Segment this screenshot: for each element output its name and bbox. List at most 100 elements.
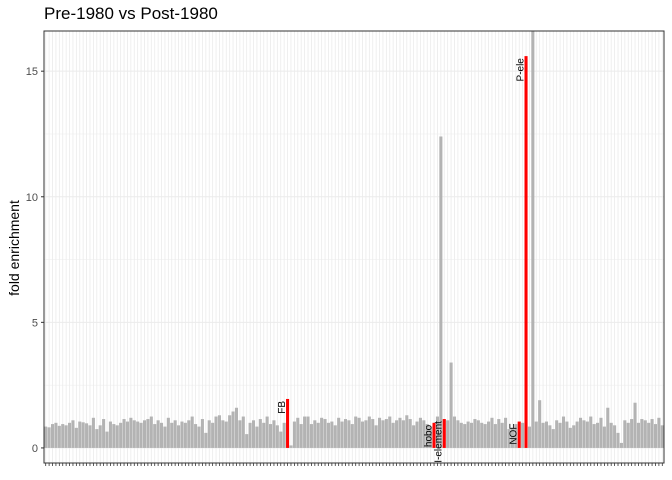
bar bbox=[384, 419, 388, 448]
bar bbox=[405, 415, 409, 448]
bar bbox=[88, 425, 92, 448]
bar bbox=[173, 420, 177, 448]
bar bbox=[401, 420, 405, 448]
bar bbox=[364, 420, 368, 448]
bar bbox=[132, 420, 136, 448]
bar bbox=[555, 420, 559, 448]
bar bbox=[238, 420, 242, 448]
bar bbox=[412, 425, 416, 448]
bar bbox=[228, 415, 232, 448]
bar bbox=[418, 417, 422, 448]
bar bbox=[231, 411, 235, 448]
bar bbox=[282, 422, 286, 448]
bar bbox=[449, 362, 453, 448]
bar bbox=[159, 422, 164, 448]
bar bbox=[589, 416, 593, 448]
bar bbox=[309, 424, 313, 448]
bar bbox=[582, 420, 586, 448]
bar bbox=[395, 420, 399, 448]
bar bbox=[388, 416, 392, 448]
bar bbox=[112, 424, 116, 448]
bar bbox=[57, 425, 61, 448]
y-tick-label: 10 bbox=[26, 192, 38, 204]
bar bbox=[592, 424, 596, 448]
bar bbox=[534, 421, 538, 448]
bar bbox=[61, 424, 65, 448]
bar bbox=[599, 417, 603, 448]
bar bbox=[558, 422, 562, 448]
bar bbox=[500, 422, 504, 448]
bar bbox=[296, 417, 300, 448]
bar bbox=[493, 424, 497, 448]
bar bbox=[142, 420, 147, 448]
bar bbox=[91, 417, 95, 448]
bar bbox=[47, 427, 51, 448]
bar bbox=[200, 419, 204, 448]
bar bbox=[415, 421, 419, 448]
bar bbox=[446, 420, 450, 448]
bar bbox=[521, 422, 525, 448]
bar bbox=[490, 417, 494, 448]
bar bbox=[68, 422, 72, 448]
bar bbox=[354, 416, 358, 448]
bar bbox=[357, 417, 361, 448]
bar bbox=[630, 419, 634, 448]
bar bbox=[452, 416, 457, 448]
bar bbox=[565, 421, 569, 448]
bar bbox=[531, 31, 535, 448]
bar bbox=[551, 429, 555, 448]
bars bbox=[44, 31, 664, 448]
bar bbox=[275, 425, 279, 448]
bar-labels: FB hobo I-element NOF P-ele bbox=[277, 58, 526, 463]
bar bbox=[98, 425, 102, 448]
bar bbox=[292, 421, 296, 448]
bar bbox=[255, 426, 259, 448]
bar bbox=[71, 420, 75, 448]
bar bbox=[316, 422, 320, 448]
bar bbox=[476, 420, 480, 448]
bar bbox=[119, 422, 123, 448]
bar bbox=[504, 417, 508, 448]
bar bbox=[585, 421, 589, 448]
bar bbox=[579, 417, 583, 448]
highlighted-bar bbox=[442, 419, 446, 448]
bar bbox=[108, 421, 112, 448]
bar bbox=[473, 419, 477, 448]
bar bbox=[538, 400, 542, 448]
bar bbox=[245, 434, 249, 448]
bar bbox=[483, 424, 487, 448]
bar bbox=[350, 424, 354, 448]
bar bbox=[81, 422, 85, 448]
bar bbox=[248, 422, 252, 448]
bar bbox=[136, 421, 140, 448]
bar bbox=[183, 422, 187, 448]
bar bbox=[568, 427, 572, 448]
bar bbox=[429, 426, 433, 448]
y-axis: 0 5 10 15 bbox=[26, 66, 44, 455]
bar bbox=[64, 425, 68, 448]
bar bbox=[177, 425, 181, 448]
bar bbox=[85, 423, 89, 448]
bar bbox=[251, 420, 256, 448]
bar bbox=[647, 422, 651, 448]
y-tick-label: 5 bbox=[32, 317, 38, 329]
bar-label: I-element bbox=[434, 421, 445, 463]
bar bbox=[374, 425, 378, 448]
bar-label: FB bbox=[277, 401, 288, 414]
bar bbox=[269, 424, 273, 448]
bar bbox=[211, 422, 215, 448]
bar bbox=[602, 426, 606, 448]
bar bbox=[180, 421, 184, 448]
bar bbox=[527, 426, 531, 448]
bar bbox=[156, 420, 160, 448]
bar bbox=[640, 419, 644, 448]
bar bbox=[224, 421, 228, 448]
bar bbox=[166, 417, 170, 448]
bar bbox=[323, 419, 327, 448]
bar bbox=[371, 419, 375, 448]
bar bbox=[262, 422, 266, 448]
bar bbox=[469, 422, 474, 448]
bar bbox=[50, 424, 55, 448]
bar bbox=[514, 424, 518, 448]
bar bbox=[217, 415, 221, 448]
